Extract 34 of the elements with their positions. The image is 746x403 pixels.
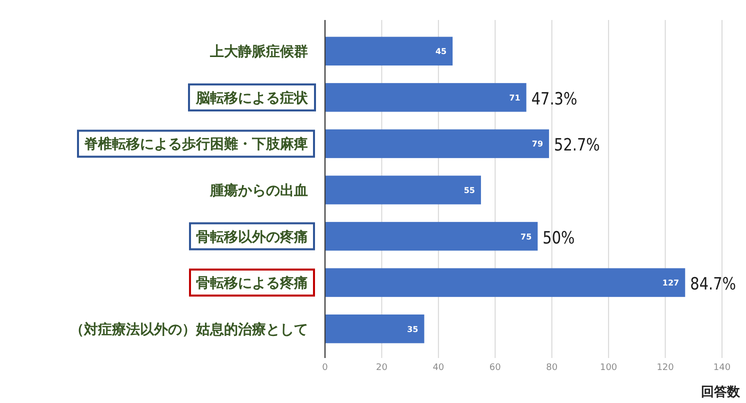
data-label: 75 [520, 232, 532, 242]
annotation: 84.7% [690, 273, 736, 294]
annotation: 50% [542, 227, 575, 248]
y-tick-label: 骨転移による疼痛 [196, 274, 308, 292]
x-axis-title: 回答数 [701, 385, 741, 400]
data-label: 127 [662, 278, 680, 288]
bar [325, 176, 481, 204]
data-label: 71 [509, 93, 521, 102]
data-label: 79 [532, 140, 544, 149]
y-tick-label: 上大静脈症候群 [209, 43, 308, 60]
y-tick-label: 脳転移による症状 [195, 89, 309, 106]
x-tick-label: 80 [546, 363, 558, 373]
bar [325, 36, 453, 66]
annotation: 52.7% [554, 134, 600, 156]
annotation: 47.3% [531, 88, 578, 109]
data-label: 45 [435, 47, 448, 56]
bar [325, 222, 538, 251]
x-tick-label: 120 [656, 363, 674, 373]
x-tick-label: 140 [713, 363, 731, 373]
x-tick-label: 60 [489, 363, 502, 373]
y-tick-label: 脊椎転移による歩行困難・下肢麻痺 [84, 136, 308, 153]
x-tick-label: 20 [376, 363, 388, 373]
x-tick-label: 100 [600, 363, 618, 373]
x-tick-label: 40 [432, 363, 444, 373]
y-tick-label: 骨転移以外の疼痛 [196, 228, 308, 246]
bar [325, 83, 526, 112]
bar [325, 314, 424, 344]
data-label: 55 [464, 186, 476, 195]
data-label: 35 [407, 324, 419, 334]
bar [325, 129, 550, 158]
y-tick-label: （対症療法以外の）姑息的治療として [70, 320, 308, 338]
bar [325, 268, 686, 297]
y-tick-label: 腫瘍からの出血 [209, 182, 308, 199]
x-tick-label: 0 [322, 363, 328, 373]
